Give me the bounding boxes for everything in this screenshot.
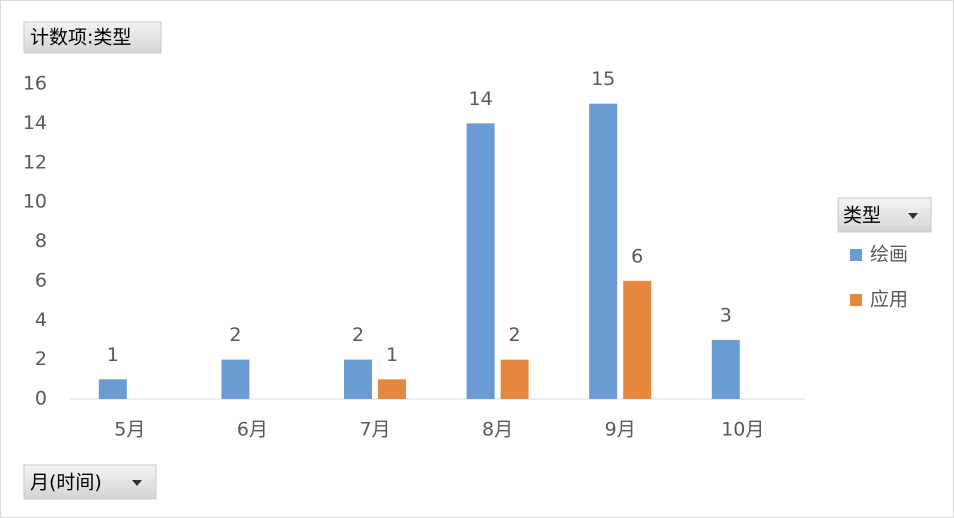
y-tick-label: 0 [35,388,47,410]
bar [711,339,740,399]
y-tick-label: 10 [23,191,47,213]
value-field-button[interactable]: 计数项:类型 [23,21,162,54]
y-tick-label: 16 [23,73,47,95]
x-tick-label: 9月 [605,419,636,441]
bar [466,123,495,399]
bar [500,359,529,399]
x-tick-label: 7月 [359,419,390,441]
legend-field-button[interactable]: 类型 [837,197,932,233]
legend-label: 绘画 [870,244,908,266]
bar [623,280,652,399]
x-tick-label: 10月 [721,419,764,441]
y-tick-label: 4 [35,309,47,331]
bar [221,359,250,399]
bar [98,379,127,399]
x-tick-label: 5月 [114,419,145,441]
axis-field-button[interactable]: 月(时间) [23,464,157,500]
data-label: 1 [107,344,119,366]
data-label: 2 [509,324,521,346]
bar [378,379,406,399]
bar [344,359,372,399]
legend-title: 类型 [843,205,881,227]
legend-label: 应用 [870,289,908,311]
bar [589,103,618,399]
legend-swatch [850,294,862,306]
y-tick-label: 12 [23,151,47,173]
data-label: 1 [386,344,398,366]
data-label: 14 [469,88,493,110]
axis-field-label: 月(时间) [30,472,102,494]
data-label: 6 [631,245,643,267]
y-tick-label: 6 [35,269,47,291]
data-label: 2 [229,324,241,346]
legend-swatch [850,249,862,261]
data-label: 3 [720,304,732,326]
y-tick-label: 8 [35,230,47,252]
data-label: 15 [591,68,615,90]
y-tick-label: 14 [23,112,47,134]
data-label: 2 [352,324,364,346]
value-field-label: 计数项:类型 [30,27,131,49]
x-tick-label: 6月 [237,419,268,441]
x-tick-label: 8月 [482,419,513,441]
y-tick-label: 2 [35,348,47,370]
